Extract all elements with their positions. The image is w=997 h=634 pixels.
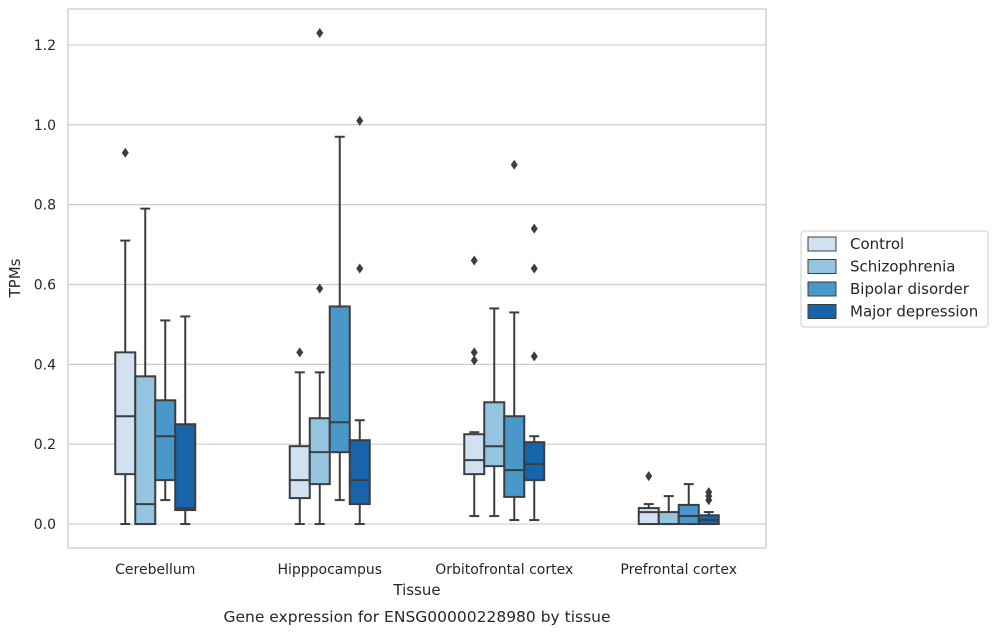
box-body (134, 375, 157, 526)
box-body (174, 423, 197, 512)
x-tick-label: Cerebellum (115, 562, 195, 578)
outlier-marker (530, 223, 538, 234)
y-tick-label: 1.0 (34, 118, 56, 134)
box-body (154, 399, 177, 482)
y-tick-label: 0.6 (34, 277, 56, 293)
legend-swatch (807, 304, 837, 319)
legend-swatch (807, 281, 837, 297)
box-schizophrenia (134, 207, 157, 526)
box-bipolar-disorder (677, 483, 700, 526)
x-tick-label: Orbitofrontal cortex (435, 562, 573, 578)
box-body (483, 401, 506, 468)
legend-frame (800, 230, 989, 328)
y-tick-label: 0.8 (34, 198, 56, 214)
box-body (463, 433, 486, 476)
box-schizophrenia (308, 27, 331, 526)
box-schizophrenia (483, 307, 506, 518)
box-control (288, 347, 311, 526)
box-body (114, 351, 137, 476)
legend-label: Major depression (850, 303, 978, 321)
box-major-depression (348, 115, 371, 526)
box-body (523, 441, 546, 482)
y-tick-labels: 0.0 0.2 0.4 0.6 0.8 1.0 1.2 (34, 38, 56, 533)
box-body (348, 439, 371, 506)
box-body (637, 507, 660, 526)
outlier-marker (316, 27, 324, 38)
outlier-marker (470, 347, 478, 358)
box-series (114, 27, 720, 526)
box-body (328, 305, 351, 454)
box-body (657, 511, 680, 526)
x-tick-labels: Cerebellum Hipppocampus Orbitofrontal cort… (115, 562, 737, 578)
y-tick-label: 1.2 (34, 38, 56, 54)
box-schizophrenia (657, 495, 680, 526)
outlier-marker (356, 263, 364, 274)
box-bipolar-disorder (503, 159, 526, 522)
box-body (677, 503, 700, 526)
outlier-marker (645, 471, 653, 482)
y-tick-label: 0.2 (34, 437, 56, 453)
plot-frame (67, 8, 767, 549)
outlier-marker (316, 283, 324, 294)
box-major-depression (523, 223, 546, 522)
outlier-marker (510, 159, 518, 170)
y-tick-label: 0.0 (34, 517, 56, 533)
x-axis-title: Tissue (392, 581, 440, 599)
chart-caption: Gene expression for ENSG00000228980 by t… (223, 608, 610, 626)
outlier-marker (470, 255, 478, 266)
x-tick-label: Prefrontal cortex (620, 562, 737, 578)
legend: Control Schizophrenia Bipolar disorder Majo… (800, 230, 989, 328)
outlier-marker (470, 355, 478, 366)
box-bipolar-disorder (154, 319, 177, 502)
outlier-marker (530, 351, 538, 362)
box-major-depression (697, 487, 720, 526)
y-tick-label: 0.4 (34, 357, 56, 373)
box-body (503, 415, 526, 498)
legend-label: Bipolar disorder (850, 280, 970, 298)
box-body (288, 445, 311, 500)
outlier-marker (296, 347, 304, 358)
outlier-marker (530, 263, 538, 274)
outlier-marker (121, 147, 129, 158)
legend-swatch (807, 259, 837, 274)
legend-label: Schizophrenia (850, 258, 955, 276)
box-control (637, 471, 660, 526)
legend-swatch (807, 236, 837, 252)
outlier-marker (356, 115, 364, 126)
box-major-depression (174, 315, 197, 526)
x-tick-label: Hipppocampus (277, 562, 382, 578)
outlier-marker (705, 487, 713, 498)
y-axis-title: TPMs (6, 258, 24, 298)
legend-label: Control (850, 235, 904, 253)
box-bipolar-disorder (328, 135, 351, 502)
box-control (463, 255, 486, 518)
